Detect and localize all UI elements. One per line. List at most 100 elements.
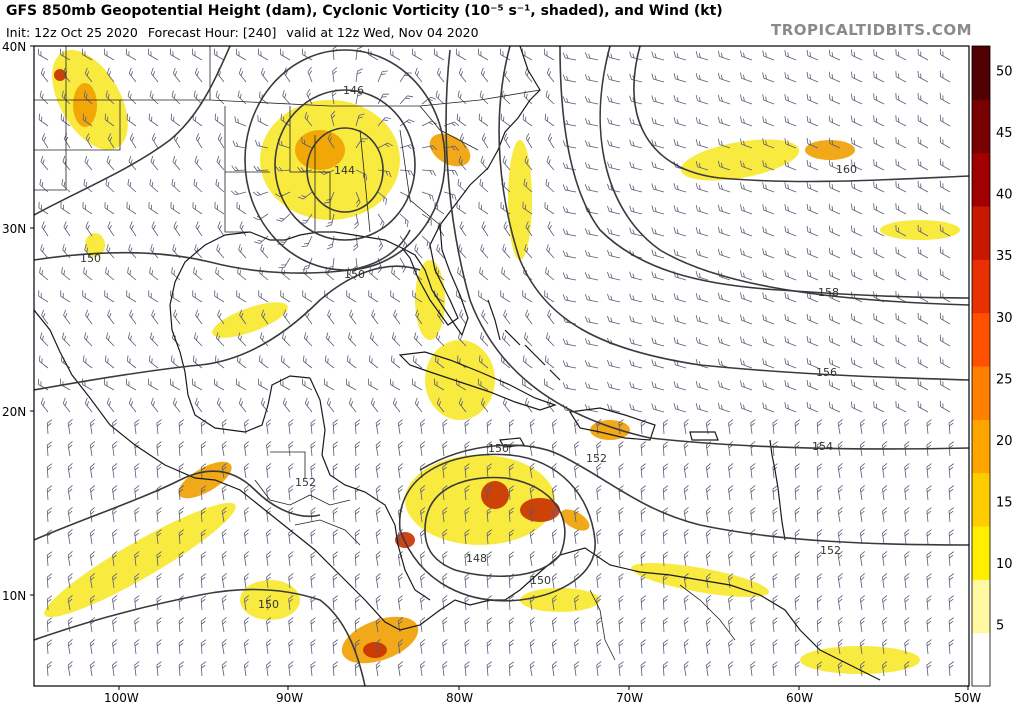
wind-barb xyxy=(106,244,115,259)
wind-barb xyxy=(61,332,71,347)
wind-barb xyxy=(151,309,159,325)
wind-barb xyxy=(477,48,489,61)
wind-barb xyxy=(508,463,515,479)
wind-barb xyxy=(762,358,775,369)
wind-barb xyxy=(596,661,602,677)
contour-label: 150 xyxy=(344,268,365,281)
wind-barb xyxy=(324,355,335,369)
colorbar-swatch xyxy=(972,152,990,207)
wind-barb xyxy=(816,595,823,611)
wind-barb xyxy=(502,244,511,259)
wind-barb xyxy=(486,419,492,435)
wind-barb xyxy=(828,269,841,281)
wind-barb xyxy=(134,463,140,479)
contour-label: 158 xyxy=(818,286,839,299)
wind-barb xyxy=(442,573,448,589)
colorbar-swatch xyxy=(972,526,990,580)
wind-barb xyxy=(375,507,381,523)
wind-barb xyxy=(522,202,533,215)
wind-barb xyxy=(89,551,96,567)
wind-barb xyxy=(837,507,843,523)
wind-barb xyxy=(150,397,159,413)
wind-barb xyxy=(477,378,489,391)
wind-barb xyxy=(134,595,140,611)
wind-barb xyxy=(231,165,247,171)
wind-barb xyxy=(728,573,734,589)
wind-barb xyxy=(651,381,665,391)
wind-barb xyxy=(948,573,954,589)
wind-barb xyxy=(895,225,907,237)
wind-barb xyxy=(740,314,753,325)
wind-barb xyxy=(457,90,467,105)
wind-barb xyxy=(524,397,533,413)
wind-barb xyxy=(851,225,863,237)
wind-barb xyxy=(740,94,753,105)
wind-barb xyxy=(522,113,533,127)
wind-barb xyxy=(859,595,866,611)
wind-barb xyxy=(740,50,753,61)
wind-barb xyxy=(243,639,250,655)
wind-barb xyxy=(651,315,665,325)
wind-barb xyxy=(127,178,137,193)
wind-barb xyxy=(67,441,73,457)
wind-barb xyxy=(948,441,954,457)
wind-barb xyxy=(420,507,426,523)
wind-barb xyxy=(332,661,338,677)
valid-time: valid at 12z Wed, Nov 04 2020 xyxy=(286,25,479,40)
wind-barb xyxy=(156,463,162,479)
wind-barb xyxy=(332,419,338,435)
wind-barb xyxy=(40,155,49,171)
wind-barb xyxy=(200,529,207,545)
wind-barb xyxy=(352,235,359,251)
wind-barb xyxy=(221,573,227,589)
wind-barb xyxy=(503,221,511,237)
wind-barb xyxy=(524,244,533,259)
wind-barb xyxy=(740,72,753,83)
wind-barb xyxy=(134,639,140,655)
wind-barb xyxy=(332,551,338,567)
wind-barb xyxy=(695,204,709,215)
wind-barb xyxy=(939,334,951,347)
wind-barb xyxy=(750,617,756,633)
wind-barb xyxy=(310,617,316,633)
wind-barb xyxy=(547,133,555,149)
wind-barb xyxy=(221,551,227,567)
wind-barb xyxy=(354,419,361,435)
wind-barb xyxy=(134,507,140,523)
wind-barb xyxy=(543,378,555,391)
wind-barb xyxy=(523,332,533,347)
wind-barb xyxy=(221,661,227,677)
wind-barb xyxy=(629,271,643,281)
wind-barb xyxy=(134,617,140,633)
colorbar-swatch xyxy=(972,312,990,367)
wind-barb xyxy=(105,332,115,347)
wind-barb xyxy=(873,269,885,281)
wind-barb xyxy=(278,257,291,268)
wind-barb xyxy=(762,226,775,237)
colorbar-swatch xyxy=(972,472,990,527)
wind-barb xyxy=(389,378,401,391)
wind-barb xyxy=(178,639,184,655)
wind-barb xyxy=(851,401,863,413)
wind-barb xyxy=(596,639,602,655)
wind-barb xyxy=(37,48,49,61)
wind-barb xyxy=(772,573,778,589)
wind-barb xyxy=(717,248,731,259)
wind-barb xyxy=(301,378,313,391)
wind-barb xyxy=(784,336,797,347)
wind-barb xyxy=(60,202,71,215)
wind-barb xyxy=(762,160,775,171)
wind-barb xyxy=(178,507,184,523)
wind-barb xyxy=(195,309,203,325)
wind-barb xyxy=(83,267,93,281)
wind-barb xyxy=(89,529,96,545)
wind-barb xyxy=(172,67,181,83)
wind-barb xyxy=(545,90,555,105)
wind-barb xyxy=(354,507,361,523)
wind-barb xyxy=(859,441,866,457)
wind-barb xyxy=(784,204,797,215)
contour-label: 150 xyxy=(488,442,509,455)
wind-barb xyxy=(464,507,470,523)
lon-label: 80W xyxy=(446,691,473,705)
lon-label: 70W xyxy=(616,691,643,705)
